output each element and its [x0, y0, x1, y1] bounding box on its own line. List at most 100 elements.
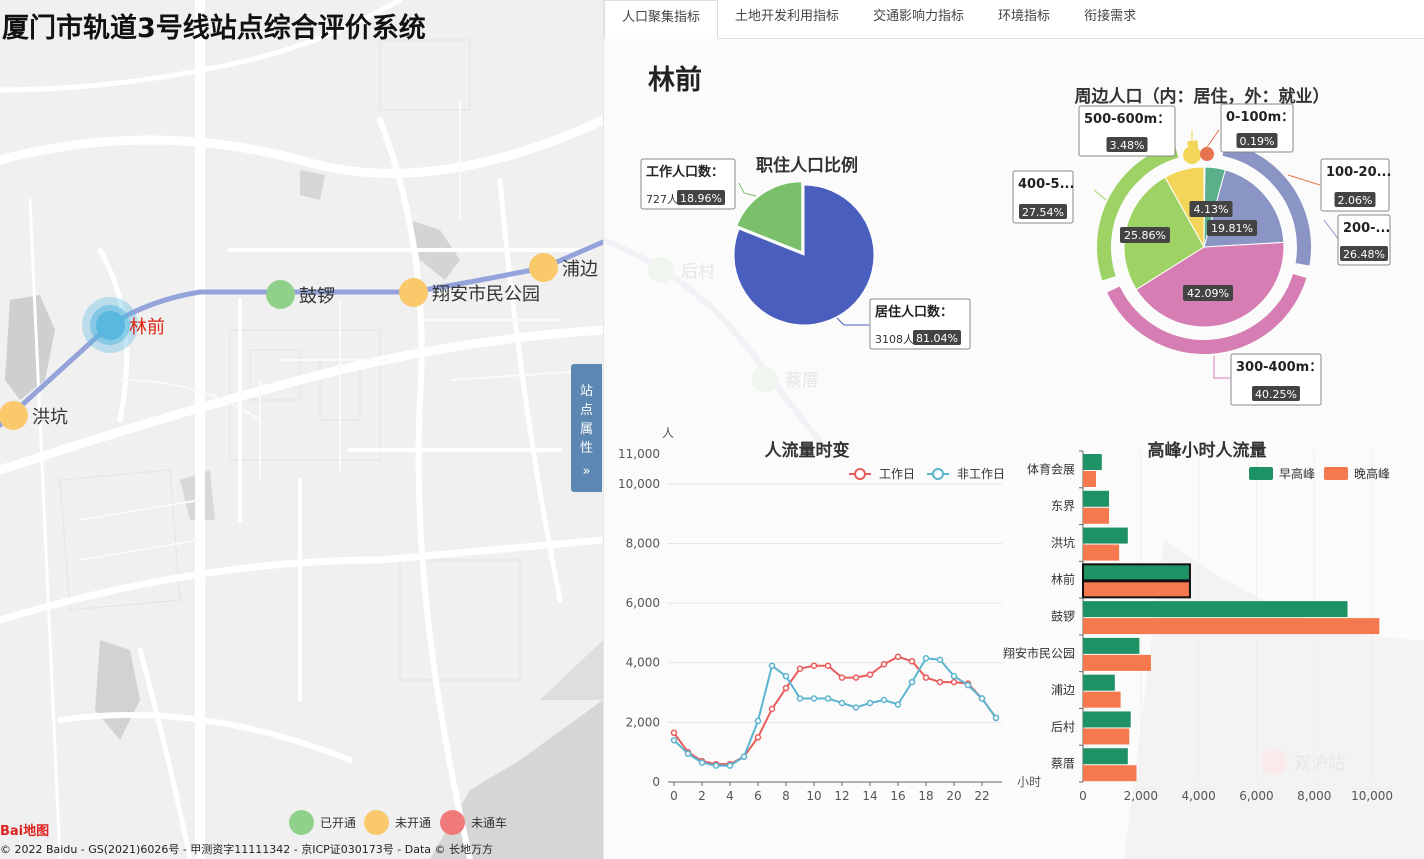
series-point	[880, 660, 888, 668]
inner-label-text: 19.81%	[1211, 222, 1253, 235]
indicator-panel: 后村 蔡厝 双沪站 人口聚集指标 土地开发利用指标 交通影响力指标 环境指标 衔…	[603, 0, 1424, 859]
bar-1	[1083, 507, 1110, 524]
outer-ring-2	[1222, 142, 1311, 266]
legend-not-opened: 未开通	[364, 810, 431, 835]
series-point	[740, 753, 748, 760]
baidu-map-logo[interactable]: Bai地图	[0, 824, 50, 839]
station-marker-xiangan-park[interactable]: 翔安市民公园	[399, 278, 540, 307]
series-point	[670, 729, 678, 737]
series-point	[866, 671, 874, 678]
station-attributes-toggle[interactable]: 站 点 属 性 »	[571, 364, 602, 492]
tab-environment[interactable]: 环境指标	[998, 9, 1051, 24]
faded-label-shuanghu: 双沪站	[1294, 754, 1345, 774]
series-point	[908, 678, 916, 686]
legend-opened: 已开通	[289, 810, 356, 835]
station-marker-linqian[interactable]: 林前	[96, 311, 165, 340]
pie-slice-1	[736, 181, 803, 253]
tab-population[interactable]: 人口聚集指标	[604, 0, 719, 39]
x-tick-label: 10,000	[1351, 789, 1393, 803]
y-tick-label: 8,000	[626, 536, 660, 550]
x-tick-label: 22	[974, 789, 989, 803]
inner-label-badge	[1120, 227, 1170, 243]
inner-label-badge	[1183, 285, 1233, 301]
label-box-percent: 26.48%	[1343, 248, 1385, 261]
chart-title-surrounding-population: 周边人口（内：居住，外：就业）	[1075, 86, 1330, 107]
label-box-percent: 3.48%	[1110, 139, 1145, 152]
series-point	[698, 759, 706, 766]
chart-title-hourly-flow: 人流量时变	[765, 440, 850, 461]
series-point	[810, 662, 818, 669]
label-box-title: 工作人口数：	[646, 164, 724, 180]
series-point	[796, 665, 804, 672]
series-point	[796, 695, 804, 702]
legend-label: 已开通	[320, 816, 357, 830]
series-point	[852, 704, 860, 711]
bar-0	[1083, 711, 1131, 728]
legend-marker	[932, 468, 944, 480]
label-box-badge	[1019, 204, 1067, 219]
map-view[interactable]: 厦门市轨道3号线站点综合评价系统 洪坑 林前 鼓锣 翔安市民公园 浦边 已开通 …	[0, 0, 603, 859]
x-tick-label: 16	[890, 789, 905, 803]
legend-marker	[854, 468, 866, 480]
series-point	[782, 672, 790, 680]
x-tick-label: 18	[918, 789, 933, 803]
station-marker-pubian[interactable]: 浦边	[529, 253, 598, 282]
label-box-title: 居住人口数：	[875, 304, 953, 320]
station-dot	[529, 253, 558, 282]
y-axis-label: 人	[662, 426, 674, 440]
side-tab-char: 站	[579, 384, 593, 399]
label-outer-200-300: 200-... 26.48%	[1337, 214, 1391, 266]
series-point	[782, 684, 790, 692]
station-dot	[266, 280, 295, 309]
series-point	[838, 699, 846, 707]
label-box-badge	[1236, 133, 1278, 148]
y-tick-label: 11,000	[618, 447, 660, 461]
x-tick-label: 14	[862, 789, 877, 803]
hourly-flow-line-chart: 0 2,000 4,000 6,000 8,000 10,000 11,000 0 2 4 6 8 10…	[618, 426, 1041, 803]
label-box-title: 0-100m：	[1226, 110, 1294, 125]
station-name: 林前	[648, 65, 702, 96]
side-tab-char: 性	[579, 441, 593, 456]
series-point	[838, 674, 846, 681]
outer-marker-500-600	[1183, 146, 1201, 164]
bar-1	[1083, 691, 1121, 708]
tab-traffic[interactable]: 交通影响力指标	[873, 9, 965, 24]
label-box-title: 300-400m：	[1236, 360, 1322, 375]
label-workers: 工作人口数： 727人 18.96%	[640, 158, 736, 210]
y-tick-label: 2,000	[626, 715, 660, 729]
station-dot	[96, 311, 125, 340]
peak-flow-bar-chart: 0 2,000 4,000 6,000 8,000 10,000 体育会展东界洪坑林前鼓锣翔…	[1003, 450, 1393, 803]
series-point	[754, 734, 762, 741]
series-point	[768, 662, 776, 669]
series-point	[894, 701, 902, 708]
chart-title-job-housing: 职住人口比例	[756, 155, 858, 176]
indicator-tabs: 人口聚集指标 土地开发利用指标 交通影响力指标 环境指标 衔接需求	[604, 0, 1424, 39]
outer-marker-0-100	[1200, 147, 1214, 161]
label-outer-300-400: 300-400m： 40.25%	[1230, 353, 1322, 406]
series-point	[768, 705, 776, 713]
tab-land-use[interactable]: 土地开发利用指标	[735, 9, 840, 24]
label-box-badge	[1252, 386, 1300, 401]
leader-line	[738, 182, 757, 197]
bar-1	[1083, 728, 1130, 745]
series-point	[824, 695, 832, 702]
x-tick-label: 8	[782, 789, 790, 803]
series-line-0	[673, 655, 997, 766]
pie-slice-0	[733, 184, 875, 326]
station-label: 鼓锣	[299, 285, 335, 307]
side-tab-char: 点	[579, 403, 593, 418]
series-point	[936, 656, 944, 663]
x-tick-label: 2,000	[1124, 789, 1158, 803]
charts-canvas: 职住人口比例 周边人口（内：居住，外：就业） 人流量时变 高峰小时人流量 居住人…	[618, 86, 1393, 803]
tab-connection-demand[interactable]: 衔接需求	[1084, 9, 1137, 24]
bar-1	[1082, 580, 1191, 599]
station-marker-hongkeng[interactable]: 洪坑	[0, 401, 68, 430]
label-box-percent: 81.04%	[916, 332, 958, 345]
x-tick-label: 6,000	[1239, 789, 1273, 803]
series-point	[824, 662, 832, 669]
inner-slice-5	[1164, 166, 1205, 249]
station-marker-gulou[interactable]: 鼓锣	[266, 280, 335, 309]
outer-ring-4	[1097, 144, 1179, 281]
x-tick-label: 6	[754, 789, 762, 803]
bar-0	[1083, 748, 1128, 765]
